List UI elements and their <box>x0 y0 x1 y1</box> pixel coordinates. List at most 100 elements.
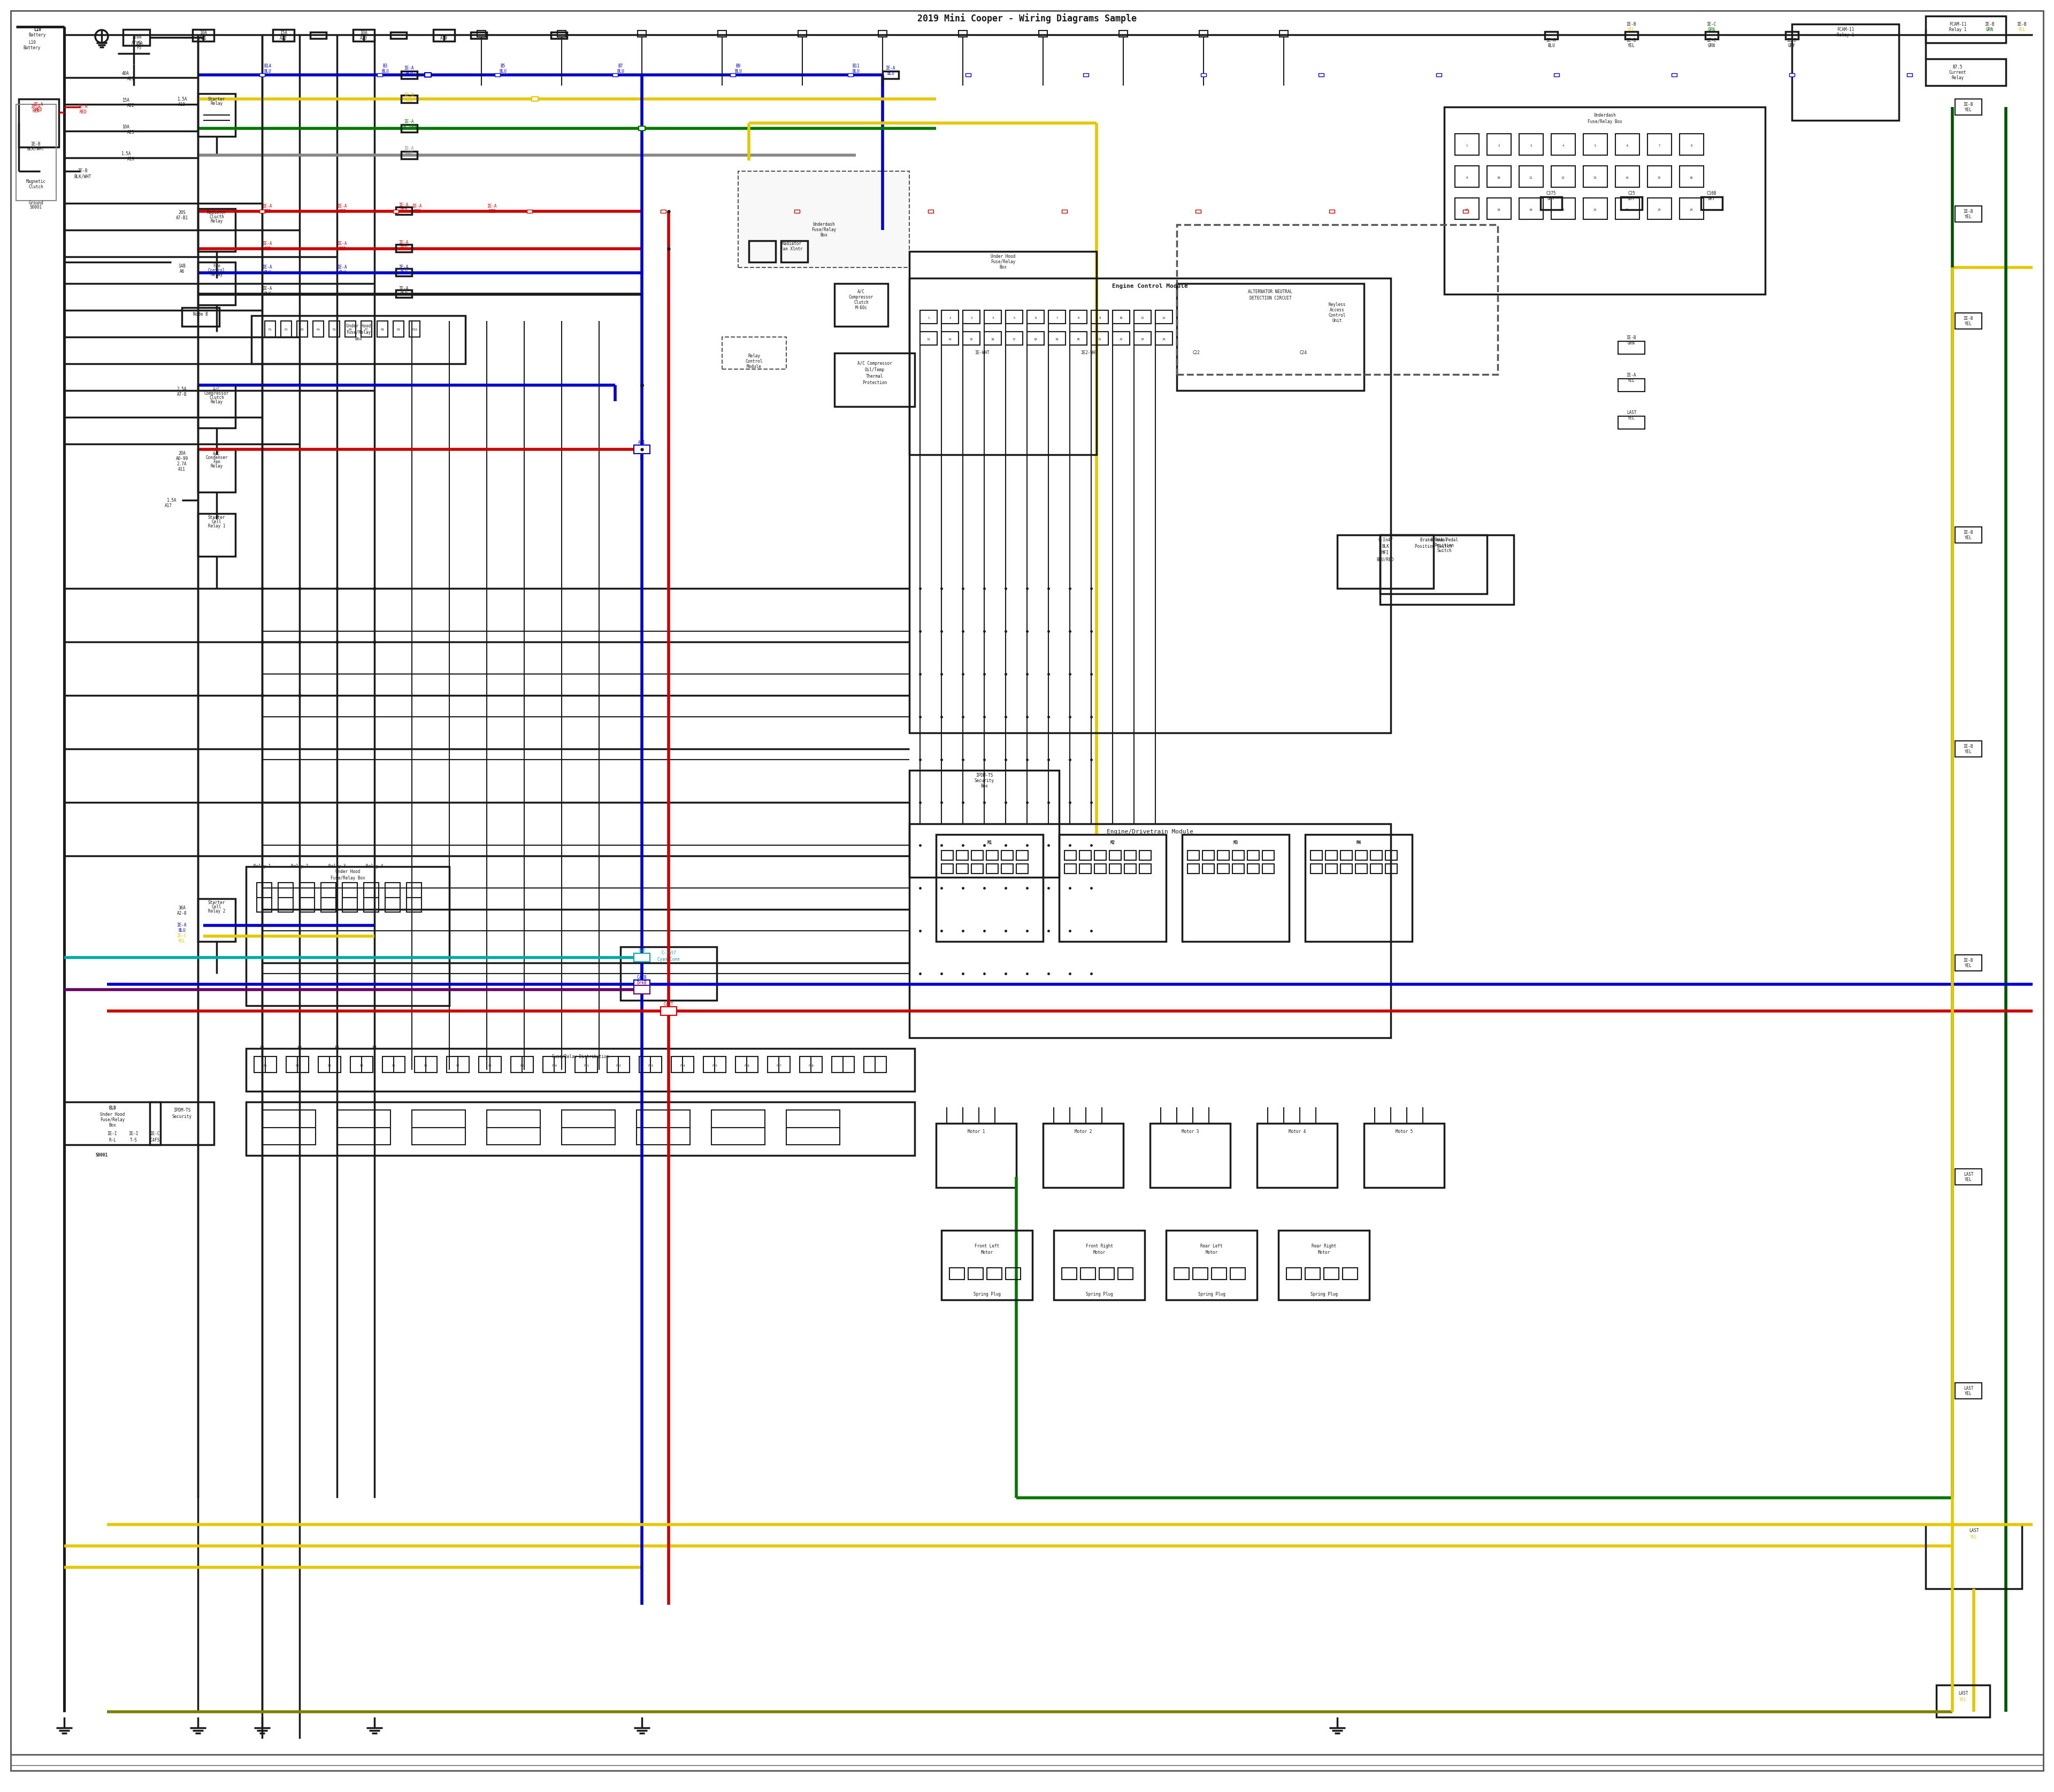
Text: Access: Access <box>1329 308 1345 312</box>
Text: BLU: BLU <box>339 271 345 276</box>
Text: RED: RED <box>401 208 407 213</box>
Bar <box>1006 310 1023 324</box>
Bar <box>1257 1124 1337 1188</box>
Text: Rear Left: Rear Left <box>1200 1244 1222 1249</box>
Text: 11: 11 <box>1528 176 1532 179</box>
Text: YEL: YEL <box>1966 108 1972 113</box>
Bar <box>1039 30 1048 38</box>
Bar <box>1080 1267 1095 1279</box>
Text: Relay: Relay <box>210 272 222 278</box>
Text: IE-C: IE-C <box>1707 38 1717 43</box>
Bar <box>1064 851 1076 860</box>
Text: A11: A11 <box>639 441 645 446</box>
Bar <box>1614 197 1639 219</box>
Bar <box>1584 167 1608 186</box>
Bar <box>1955 1383 1982 1400</box>
Bar <box>1187 864 1200 873</box>
Bar <box>64 1102 160 1145</box>
Text: YEL: YEL <box>179 939 185 944</box>
Text: A17: A17 <box>164 504 173 507</box>
Bar <box>1584 134 1608 156</box>
Bar <box>984 332 1002 346</box>
Text: IE-A: IE-A <box>177 923 187 928</box>
Text: Fuse/Relay Distribution: Fuse/Relay Distribution <box>553 1054 608 1059</box>
Text: 17: 17 <box>1013 339 1017 340</box>
Text: F2: F2 <box>296 1064 300 1066</box>
Bar <box>345 321 355 337</box>
Text: 21: 21 <box>1099 339 1101 340</box>
Text: A2-8: A2-8 <box>177 912 187 916</box>
Bar <box>972 864 984 873</box>
Bar <box>1027 310 1043 324</box>
Text: 12: 12 <box>1163 317 1167 319</box>
Text: F2: F2 <box>298 1047 302 1050</box>
Text: IE-A: IE-A <box>398 202 409 208</box>
Text: 15: 15 <box>1658 176 1662 179</box>
Text: YEL: YEL <box>1966 749 1972 754</box>
Text: YEL: YEL <box>1966 215 1972 219</box>
Text: F1: F1 <box>269 328 271 332</box>
Text: Fuse/Relay Box: Fuse/Relay Box <box>1588 120 1623 124</box>
Text: Condenser: Condenser <box>205 455 228 461</box>
Bar <box>1280 30 1288 38</box>
Bar <box>477 30 485 38</box>
Bar <box>401 72 417 79</box>
Text: IE-A: IE-A <box>337 240 347 246</box>
Text: A19: A19 <box>127 158 136 161</box>
Text: Protection: Protection <box>863 380 887 385</box>
Text: Fuse/Relay: Fuse/Relay <box>101 1118 125 1122</box>
Bar <box>495 73 499 77</box>
Text: BLU: BLU <box>616 68 624 73</box>
Text: IE-A: IE-A <box>405 120 415 124</box>
Bar <box>392 210 398 213</box>
Text: C47: C47 <box>639 948 645 953</box>
Bar <box>1625 32 1637 39</box>
Text: LAST: LAST <box>1957 1690 1968 1695</box>
Text: 15A: 15A <box>121 99 129 102</box>
Bar <box>1325 864 1337 873</box>
Text: 36A: 36A <box>179 907 185 910</box>
Text: Box: Box <box>109 1124 115 1127</box>
Text: IE-A: IE-A <box>31 104 41 109</box>
Text: IE-B: IE-B <box>1964 744 1974 749</box>
Bar <box>246 867 450 1005</box>
Text: C-Int7: C-Int7 <box>661 952 676 955</box>
Text: BLU: BLU <box>887 72 893 77</box>
Bar <box>967 1267 984 1279</box>
Bar <box>1325 1267 1339 1279</box>
Text: Starter: Starter <box>207 901 226 905</box>
Text: Control: Control <box>207 269 226 272</box>
Text: Under Hood: Under Hood <box>101 1113 125 1116</box>
Bar <box>986 851 998 860</box>
Text: F12: F12 <box>616 1064 620 1066</box>
Bar <box>1370 864 1382 873</box>
Text: MFI: MFI <box>1382 550 1389 556</box>
Bar <box>928 210 933 213</box>
Text: BLK: BLK <box>263 292 271 297</box>
Text: Fuse/Relay: Fuse/Relay <box>811 228 836 233</box>
Text: BLU: BLU <box>499 68 507 73</box>
Text: BLK/WHT: BLK/WHT <box>27 147 45 151</box>
Bar <box>1937 1684 1990 1717</box>
Text: IE-A: IE-A <box>337 204 347 208</box>
Bar <box>1002 864 1013 873</box>
Bar <box>1454 197 1479 219</box>
Bar <box>1062 210 1068 213</box>
Text: 2.5A: 2.5A <box>177 387 187 392</box>
Bar <box>1263 864 1273 873</box>
Text: M3: M3 <box>1232 840 1239 844</box>
Text: 15A: 15A <box>279 30 288 36</box>
Bar <box>1054 1231 1144 1299</box>
Text: F17: F17 <box>776 1064 781 1066</box>
Text: Module: Module <box>748 364 762 369</box>
Bar <box>637 30 647 38</box>
Text: IE-A: IE-A <box>263 265 273 271</box>
Text: BLU/RED: BLU/RED <box>1376 557 1395 563</box>
Text: Control: Control <box>746 358 762 364</box>
Text: A/C Compressor: A/C Compressor <box>857 362 891 366</box>
Bar <box>1319 73 1325 77</box>
Text: A6: A6 <box>179 269 185 274</box>
Bar <box>312 321 325 337</box>
Text: C24: C24 <box>1300 351 1306 355</box>
Text: BLU: BLU <box>1547 43 1555 48</box>
